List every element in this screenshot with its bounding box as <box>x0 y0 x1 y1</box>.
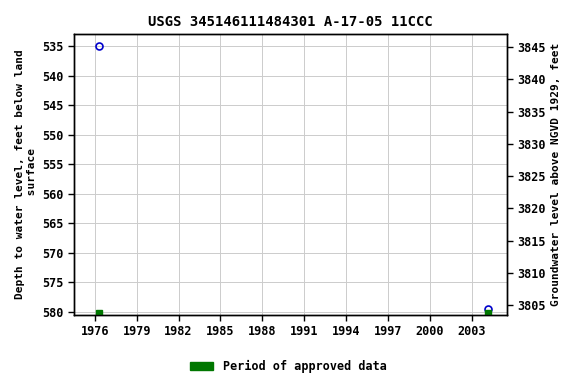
Legend: Period of approved data: Period of approved data <box>185 356 391 378</box>
Title: USGS 345146111484301 A-17-05 11CCC: USGS 345146111484301 A-17-05 11CCC <box>148 15 433 29</box>
Y-axis label: Depth to water level, feet below land
 surface: Depth to water level, feet below land su… <box>15 50 37 300</box>
Y-axis label: Groundwater level above NGVD 1929, feet: Groundwater level above NGVD 1929, feet <box>551 43 561 306</box>
